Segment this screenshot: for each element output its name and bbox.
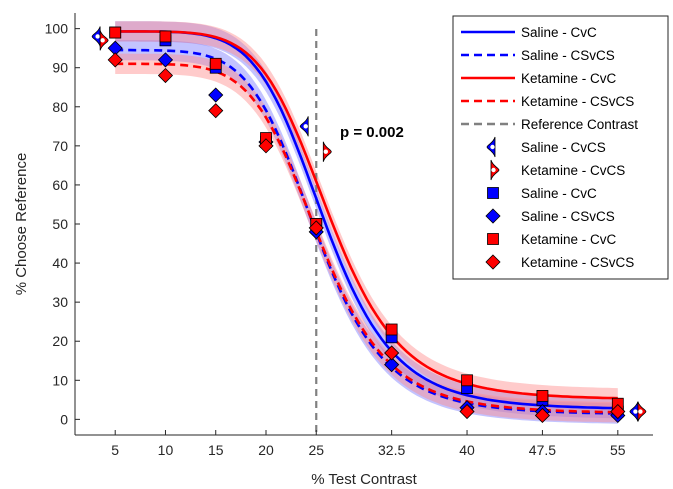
marker-ketamine-csvcs-1 xyxy=(157,67,174,84)
x-tick-label-0: 5 xyxy=(111,442,119,458)
marker-ketamine-csvcs-7 xyxy=(534,407,550,424)
y-tick-label-3: 30 xyxy=(52,294,68,310)
fit-curves xyxy=(115,30,618,415)
fit-saline-csvcs xyxy=(115,48,618,415)
marker-ketamine-cvcs-0-center xyxy=(100,38,105,43)
marker-saline-cvcs-0-center xyxy=(303,124,308,129)
x-tick-label-4: 25 xyxy=(308,442,324,458)
marker-saline-cvcs-1 xyxy=(629,401,639,422)
y-tick-label-8: 80 xyxy=(52,99,68,115)
marker-saline-cvcs-1-center xyxy=(633,409,638,414)
confidence-bands xyxy=(115,21,618,424)
y-tick-label-4: 40 xyxy=(52,255,68,271)
marker-ketamine-cvc-7 xyxy=(536,390,549,402)
marker-ketamine-cvcs-1 xyxy=(637,401,647,422)
marker-saline-csvcs-1 xyxy=(157,52,174,68)
marker-ketamine-cvcs-0 xyxy=(99,30,109,51)
legend-swatch-5-center xyxy=(490,144,495,150)
marker-ketamine-cvcs-0 xyxy=(322,141,332,162)
data-markers xyxy=(91,26,647,424)
legend-swatch-9 xyxy=(487,233,499,245)
marker-ketamine-csvcs-8 xyxy=(610,403,626,420)
fit-ketamine-csvcs xyxy=(115,62,618,414)
x-tick-label-7: 47.5 xyxy=(529,442,556,458)
legend-label-0: Saline - CvC xyxy=(521,25,597,40)
x-tick-label-8: 55 xyxy=(610,442,626,458)
legend-label-2: Ketamine - CvC xyxy=(521,71,617,86)
x-tick-label-6: 40 xyxy=(459,442,475,458)
y-tick-label-10: 100 xyxy=(45,21,69,37)
y-tick-label-0: 0 xyxy=(60,411,68,427)
legend-label-3: Ketamine - CSvCS xyxy=(521,94,634,109)
y-tick-label-6: 60 xyxy=(52,177,68,193)
legend-label-9: Ketamine - CvC xyxy=(521,232,617,247)
marker-saline-cvcs-0-center xyxy=(95,34,100,39)
band-saline-csvcs xyxy=(115,40,618,424)
marker-ketamine-cvcs-0-center xyxy=(323,149,328,154)
legend: Saline - CvC Saline - CSvCS Ketamine - CvC… xyxy=(452,15,669,280)
x-tick-label-3: 20 xyxy=(258,442,274,458)
legend-swatch-7 xyxy=(487,187,499,199)
marker-ketamine-cvc-0 xyxy=(109,26,122,39)
legend-label-4: Reference Contrast xyxy=(521,117,638,132)
marker-ketamine-csvcs-5 xyxy=(384,345,400,361)
legend-label-8: Saline - CSvCS xyxy=(521,209,615,224)
marker-ketamine-cvc-6 xyxy=(461,374,473,387)
y-tick-label-5: 50 xyxy=(52,216,68,232)
legend-label-6: Ketamine - CvCS xyxy=(521,163,625,178)
y-tick-label-1: 10 xyxy=(52,372,68,388)
marker-saline-csvcs-2 xyxy=(208,87,224,103)
y-axis-label: % Choose Reference xyxy=(13,153,30,296)
legend-swatch-8 xyxy=(485,208,501,224)
legend-swatch-10 xyxy=(485,254,501,270)
legend-label-7: Saline - CvC xyxy=(521,186,597,201)
legend-swatch-5 xyxy=(486,136,496,158)
marker-ketamine-csvcs-4 xyxy=(308,220,324,236)
y-tick-label-9: 90 xyxy=(52,60,68,76)
p-value-annotation: p = 0.002 xyxy=(340,124,404,141)
y-tick-label-7: 70 xyxy=(52,138,68,154)
marker-saline-cvcs-0 xyxy=(91,26,101,47)
marker-ketamine-csvcs-3 xyxy=(258,138,274,154)
y-tick-label-2: 20 xyxy=(52,333,68,349)
marker-ketamine-csvcs-6 xyxy=(459,403,475,420)
marker-ketamine-cvc-2 xyxy=(209,57,222,70)
legend-swatch-6-center xyxy=(491,167,496,173)
legend-label-1: Saline - CSvCS xyxy=(521,48,615,63)
marker-ketamine-csvcs-0 xyxy=(107,52,123,68)
marker-ketamine-cvc-5 xyxy=(385,323,398,336)
legend-label-10: Ketamine - CSvCS xyxy=(521,255,634,270)
legend-swatch-6 xyxy=(490,159,500,181)
marker-ketamine-cvc-1 xyxy=(159,30,172,43)
x-tick-label-5: 32.5 xyxy=(378,442,405,458)
marker-ketamine-cvcs-1-center xyxy=(638,409,643,414)
fit-ketamine-cvc xyxy=(115,30,618,400)
x-tick-label-2: 15 xyxy=(208,442,224,458)
axes: 5 10 15 20 25 32.5 40 47.5 55 0 10 20 30 40 50 60 70 80 90… xyxy=(45,13,653,458)
x-axis-label: % Test Contrast xyxy=(311,471,417,488)
marker-ketamine-csvcs-2 xyxy=(208,103,224,119)
x-tick-label-1: 10 xyxy=(158,442,174,458)
marker-saline-csvcs-5 xyxy=(384,357,400,373)
marker-saline-cvcs-0 xyxy=(299,116,309,137)
legend-label-5: Saline - CvCS xyxy=(521,140,606,155)
